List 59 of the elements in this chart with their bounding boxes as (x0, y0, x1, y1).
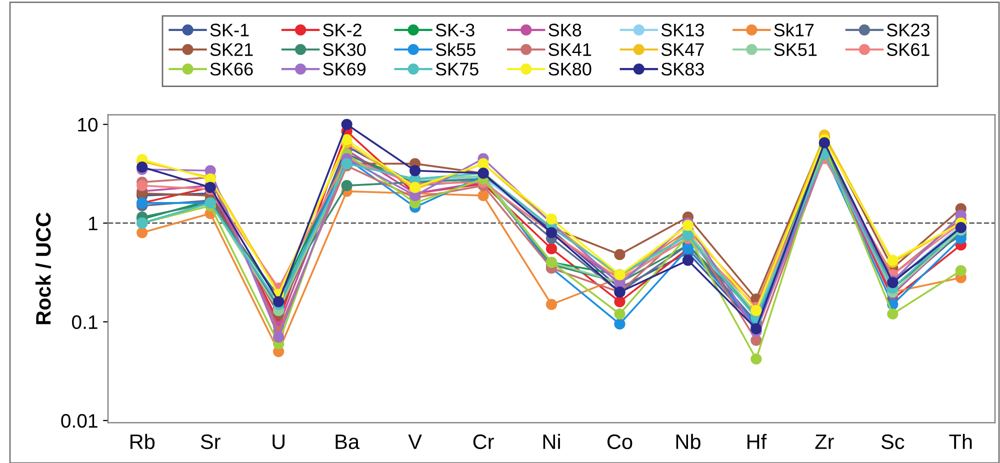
legend-label: SK75 (436, 62, 478, 76)
legend-label: SK80 (548, 62, 592, 76)
point (341, 118, 352, 130)
point (546, 243, 558, 254)
x-tick-label: Zr (815, 434, 834, 449)
legend-label: SK30 (323, 43, 366, 56)
legend-label: SK23 (886, 24, 930, 36)
legend-label: Sk17 (774, 23, 814, 36)
x-tick-label: Co (607, 434, 632, 450)
x-tick-label: Ni (543, 434, 560, 449)
legend-label: SK8 (548, 24, 582, 36)
legend-label: SK41 (548, 43, 592, 56)
x-tick-label: U (272, 434, 284, 450)
point (341, 134, 352, 146)
point (136, 180, 148, 192)
x-tick-label: Hf (747, 434, 767, 449)
point (750, 353, 762, 365)
legend-label: SK-3 (436, 24, 474, 36)
legend-label: SK51 (774, 43, 817, 56)
point (614, 318, 626, 330)
y-tick-label: 1 (88, 216, 98, 230)
point (955, 265, 966, 276)
y-tick-label: 0.01 (61, 414, 98, 428)
point (546, 298, 558, 310)
point (887, 308, 898, 320)
legend-label: Sk55 (436, 42, 476, 56)
y-tick-label: 0.1 (72, 315, 98, 330)
y-tick-label: 10 (78, 118, 98, 132)
point (136, 227, 148, 238)
x-tick-label: Rb (130, 434, 155, 450)
point (341, 180, 352, 192)
x-tick-label: Cr (473, 434, 494, 450)
point (478, 190, 489, 202)
legend-label: SK66 (210, 62, 253, 76)
legend-label: SK69 (323, 62, 366, 76)
x-tick-label: Ba (336, 434, 360, 450)
legend-label: SK21 (210, 43, 253, 56)
point (614, 249, 626, 260)
x-tick-label: Nb (676, 434, 700, 450)
point (614, 308, 626, 320)
point (546, 213, 558, 225)
legend-label: SK-2 (323, 24, 362, 36)
legend-label: SK61 (886, 43, 930, 56)
point (682, 254, 694, 266)
legend-label: SK47 (661, 43, 704, 56)
point (273, 296, 284, 308)
x-tick-label: Sr (200, 434, 220, 450)
legend-label: SK83 (661, 62, 704, 76)
legend-label: SK13 (661, 24, 704, 36)
x-tick-label: Sc (881, 434, 904, 450)
y-axis-title: Rock / UCC (35, 212, 51, 324)
point (273, 332, 284, 343)
x-tick-label: V (408, 434, 422, 449)
point (409, 165, 421, 176)
point (136, 161, 148, 173)
point (750, 323, 762, 334)
x-tick-label: Th (949, 434, 972, 449)
point (614, 296, 626, 308)
legend-label: SK-1 (210, 24, 249, 36)
